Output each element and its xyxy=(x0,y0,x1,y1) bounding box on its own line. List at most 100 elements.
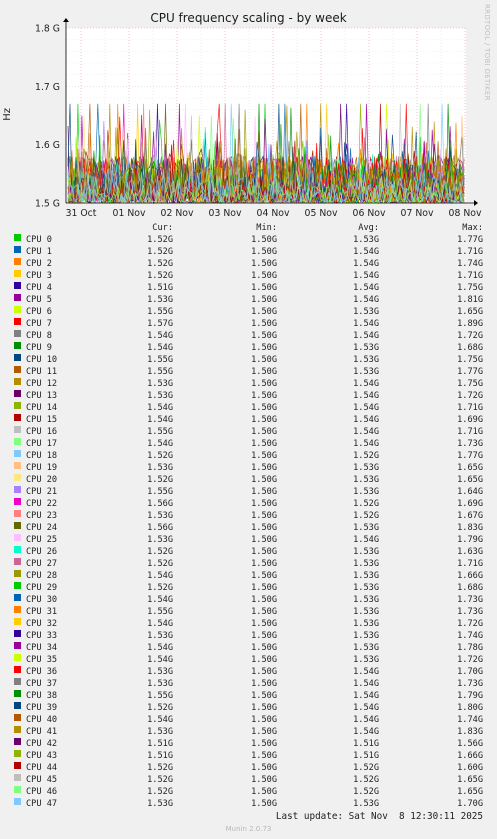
legend-avg: 1.54G xyxy=(353,403,379,413)
legend-swatch xyxy=(14,486,21,493)
legend-swatch xyxy=(14,774,21,781)
legend-avg: 1.52G xyxy=(353,511,379,521)
legend-cur: 1.54G xyxy=(147,643,173,653)
legend-avg: 1.52G xyxy=(353,499,379,509)
legend-avg: 1.54G xyxy=(353,391,379,401)
legend-cur: 1.53G xyxy=(147,667,173,677)
legend-max: 1.71G xyxy=(457,559,483,569)
legend-max: 1.69G xyxy=(457,415,483,425)
legend-avg: 1.51G xyxy=(353,739,379,749)
legend-max: 1.70G xyxy=(457,799,483,809)
legend-avg: 1.52G xyxy=(353,775,379,785)
legend-swatch xyxy=(14,654,21,661)
legend-min: 1.50G xyxy=(251,403,277,413)
legend-swatch xyxy=(14,462,21,469)
legend-cur: 1.52G xyxy=(147,763,173,773)
legend-series-name: CPU 26 xyxy=(26,547,58,557)
legend-cur: 1.52G xyxy=(147,775,173,785)
legend-row: CPU 4 1.51G 1.50G 1.54G 1.75G xyxy=(0,282,497,294)
legend-swatch xyxy=(14,378,21,385)
legend-max: 1.73G xyxy=(457,595,483,605)
legend-cur: 1.53G xyxy=(147,295,173,305)
legend-row: CPU 43 1.51G 1.50G 1.51G 1.66G xyxy=(0,750,497,762)
legend-series-name: CPU 28 xyxy=(26,571,58,581)
series-line-cpu-47 xyxy=(67,103,465,204)
legend-row: CPU 33 1.53G 1.50G 1.53G 1.74G xyxy=(0,630,497,642)
legend-row: CPU 23 1.53G 1.50G 1.52G 1.67G xyxy=(0,510,497,522)
legend-row: CPU 7 1.57G 1.50G 1.54G 1.89G xyxy=(0,318,497,330)
legend-series-name: CPU 44 xyxy=(26,763,58,773)
legend-series-name: CPU 11 xyxy=(26,367,58,377)
legend-max: 1.89G xyxy=(457,319,483,329)
legend-series-name: CPU 1 xyxy=(26,247,52,257)
legend-cur: 1.53G xyxy=(147,679,173,689)
legend-max: 1.83G xyxy=(457,523,483,533)
x-tick-label: 31 Oct xyxy=(66,208,97,219)
legend-swatch xyxy=(14,426,21,433)
legend-min: 1.50G xyxy=(251,499,277,509)
legend-max: 1.71G xyxy=(457,247,483,257)
legend-max: 1.65G xyxy=(457,775,483,785)
legend-cur: 1.53G xyxy=(147,379,173,389)
legend-max: 1.65G xyxy=(457,307,483,317)
legend-avg: 1.51G xyxy=(353,751,379,761)
legend-cur: 1.54G xyxy=(147,619,173,629)
y-tick-label: 1.6 G xyxy=(35,140,60,151)
legend-header-max: Max: xyxy=(462,223,483,233)
legend-row: CPU 36 1.53G 1.50G 1.54G 1.70G xyxy=(0,666,497,678)
legend-series-name: CPU 15 xyxy=(26,415,58,425)
legend-header-cur: Cur: xyxy=(152,223,173,233)
legend-max: 1.73G xyxy=(457,607,483,617)
legend-row: CPU 44 1.52G 1.50G 1.52G 1.60G xyxy=(0,762,497,774)
legend-avg: 1.53G xyxy=(353,571,379,581)
legend-series-name: CPU 8 xyxy=(26,331,52,341)
legend-avg: 1.54G xyxy=(353,295,379,305)
legend-swatch xyxy=(14,594,21,601)
legend-avg: 1.54G xyxy=(353,415,379,425)
legend-row: CPU 26 1.52G 1.50G 1.53G 1.63G xyxy=(0,546,497,558)
legend-row: CPU 46 1.52G 1.50G 1.52G 1.65G xyxy=(0,786,497,798)
legend-series-name: CPU 42 xyxy=(26,739,58,749)
legend-min: 1.50G xyxy=(251,379,277,389)
legend-max: 1.74G xyxy=(457,631,483,641)
legend-avg: 1.54G xyxy=(353,427,379,437)
legend-avg: 1.53G xyxy=(353,607,379,617)
legend-cur: 1.52G xyxy=(147,547,173,557)
legend-series-name: CPU 9 xyxy=(26,343,52,353)
legend-cur: 1.51G xyxy=(147,739,173,749)
legend-swatch xyxy=(14,702,21,709)
legend-min: 1.50G xyxy=(251,319,277,329)
legend-cur: 1.52G xyxy=(147,559,173,569)
legend-cur: 1.55G xyxy=(147,487,173,497)
legend-max: 1.68G xyxy=(457,583,483,593)
legend-avg: 1.53G xyxy=(353,547,379,557)
legend-min: 1.50G xyxy=(251,559,277,569)
legend-series-name: CPU 4 xyxy=(26,283,52,293)
legend-series-name: CPU 20 xyxy=(26,475,58,485)
legend-avg: 1.54G xyxy=(353,679,379,689)
legend-min: 1.50G xyxy=(251,439,277,449)
legend-swatch xyxy=(14,582,21,589)
legend-swatch xyxy=(14,498,21,505)
legend-series-name: CPU 36 xyxy=(26,667,58,677)
legend-avg: 1.54G xyxy=(353,715,379,725)
legend-min: 1.50G xyxy=(251,715,277,725)
legend-header-min: Min: xyxy=(256,223,277,233)
legend-row: CPU 11 1.55G 1.50G 1.53G 1.77G xyxy=(0,366,497,378)
legend-min: 1.50G xyxy=(251,631,277,641)
legend-avg: 1.54G xyxy=(353,271,379,281)
legend-row: CPU 29 1.52G 1.50G 1.53G 1.68G xyxy=(0,582,497,594)
legend-row: CPU 22 1.56G 1.50G 1.52G 1.69G xyxy=(0,498,497,510)
legend-max: 1.77G xyxy=(457,235,483,245)
legend-swatch xyxy=(14,618,21,625)
legend-series-name: CPU 0 xyxy=(26,235,52,245)
x-tick-label: 06 Nov xyxy=(353,208,386,219)
legend-series-name: CPU 46 xyxy=(26,787,58,797)
legend-min: 1.50G xyxy=(251,739,277,749)
legend-swatch xyxy=(14,366,21,373)
legend-cur: 1.51G xyxy=(147,283,173,293)
legend-max: 1.71G xyxy=(457,403,483,413)
legend-row: CPU 32 1.54G 1.50G 1.53G 1.72G xyxy=(0,618,497,630)
legend-min: 1.50G xyxy=(251,583,277,593)
legend-avg: 1.54G xyxy=(353,379,379,389)
